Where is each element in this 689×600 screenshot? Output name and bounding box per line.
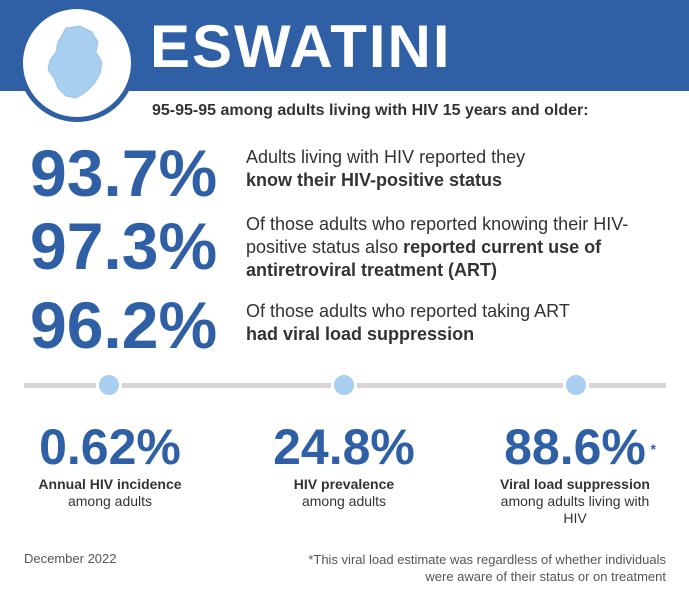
stat-sublabel: among adults — [67, 493, 153, 509]
timeline-dot — [96, 372, 122, 398]
stat-label: HIV prevalence — [293, 476, 395, 492]
stat-value-wrap: 88.6% * — [504, 419, 656, 475]
footnote-marker: * — [650, 441, 656, 457]
stat-prevalence: 24.8% HIV prevalence among adults — [244, 420, 444, 510]
cascade-description: Of those adults who reported taking ART … — [246, 301, 570, 344]
timeline-dot — [331, 372, 357, 398]
stat-viral-load: 88.6% * Viral load suppression among adul… — [475, 420, 675, 527]
footnote: *This viral load estimate was regardless… — [308, 552, 666, 584]
stat-label: Viral load suppression — [500, 476, 650, 492]
subtitle: 95-95-95 among adults living with HIV 15… — [152, 102, 589, 119]
cascade-description: Of those adults who reported knowing the… — [246, 214, 629, 280]
stat-value: 0.62% — [39, 419, 181, 475]
timeline-dot — [563, 372, 589, 398]
stat-sublabel: among adults — [301, 493, 387, 509]
cascade-value: 97.3% — [30, 209, 218, 283]
stat-value: 24.8% — [273, 419, 415, 475]
eswatini-map-icon — [47, 25, 103, 99]
stat-label: Annual HIV incidence — [38, 476, 182, 492]
cascade-description: Adults living with HIV reported they kno… — [246, 147, 526, 190]
country-title: ESWATINI — [150, 13, 452, 80]
cascade-value: 93.7% — [30, 136, 218, 210]
stat-sublabel: among adults living with HIV — [500, 493, 650, 526]
stat-incidence: 0.62% Annual HIV incidence among adults — [10, 420, 210, 510]
cascade-value: 96.2% — [30, 288, 218, 362]
stat-value: 88.6% — [504, 419, 646, 475]
map-badge — [18, 4, 136, 122]
report-date: December 2022 — [24, 551, 117, 566]
